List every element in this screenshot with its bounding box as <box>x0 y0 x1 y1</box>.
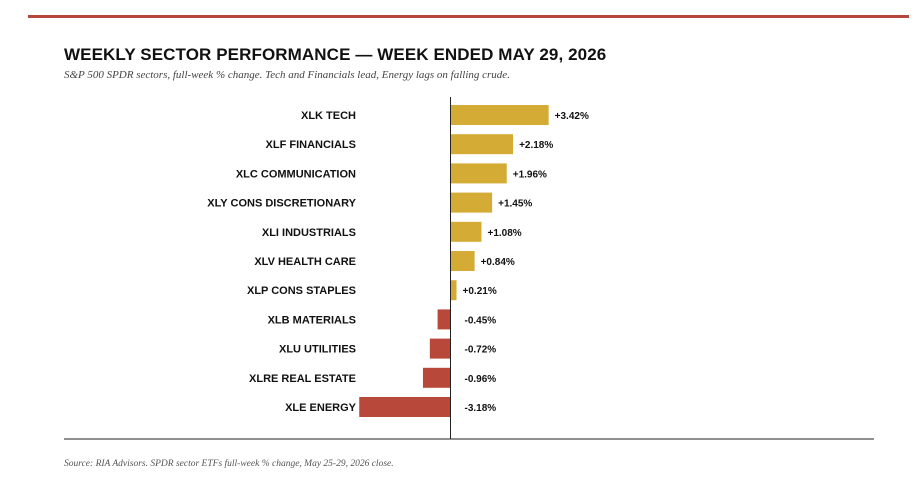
value-label: -0.45% <box>465 315 497 326</box>
source-note: Source: RIA Advisors. SPDR sector ETFs f… <box>64 459 394 469</box>
category-label: XLE ENERGY <box>285 402 357 414</box>
value-label: +3.42% <box>555 111 589 122</box>
chart-subtitle: S&P 500 SPDR sectors, full-week % change… <box>64 69 510 81</box>
bar-xlu <box>429 338 451 359</box>
bar-xlp <box>450 280 457 301</box>
category-label: XLP CONS STAPLES <box>247 285 356 297</box>
bar-xlv <box>450 251 475 271</box>
bar-xli <box>450 221 482 242</box>
value-label: +0.21% <box>463 286 497 297</box>
category-label: XLK TECH <box>301 110 356 122</box>
category-label: XLU UTILITIES <box>279 344 356 356</box>
category-label: XLI INDUSTRIALS <box>262 227 356 239</box>
bar-xly <box>450 192 493 213</box>
value-label: -0.72% <box>465 345 497 356</box>
labels-layer: XLK TECH +3.42% XLF FINANCIALS +2.18% XLC CO… <box>207 110 589 414</box>
chart-title: WEEKLY SECTOR PERFORMANCE — WEEK ENDED M… <box>64 45 607 64</box>
bars-layer <box>359 105 549 417</box>
bar-xlc <box>450 163 507 184</box>
category-label: XLV HEALTH CARE <box>254 256 356 268</box>
category-label: XLF FINANCIALS <box>266 139 356 151</box>
value-label: +1.96% <box>513 169 547 180</box>
value-label: +1.08% <box>487 228 521 239</box>
value-label: +2.18% <box>519 140 553 151</box>
bar-xlb <box>437 309 451 330</box>
category-label: XLRE REAL ESTATE <box>249 373 356 385</box>
top-accent-rule <box>28 15 909 18</box>
value-label: -0.96% <box>465 374 497 385</box>
value-label: +0.84% <box>481 257 515 268</box>
category-label: XLB MATERIALS <box>268 314 356 326</box>
bar-xlf <box>450 134 514 155</box>
category-label: XLY CONS DISCRETIONARY <box>207 198 356 210</box>
bar-xlre <box>422 367 451 388</box>
category-label: XLC COMMUNICATION <box>236 168 356 180</box>
bar-xle <box>359 397 451 417</box>
value-label: -3.18% <box>465 403 497 414</box>
bar-xlk <box>450 105 549 125</box>
value-label: +1.45% <box>498 199 532 210</box>
